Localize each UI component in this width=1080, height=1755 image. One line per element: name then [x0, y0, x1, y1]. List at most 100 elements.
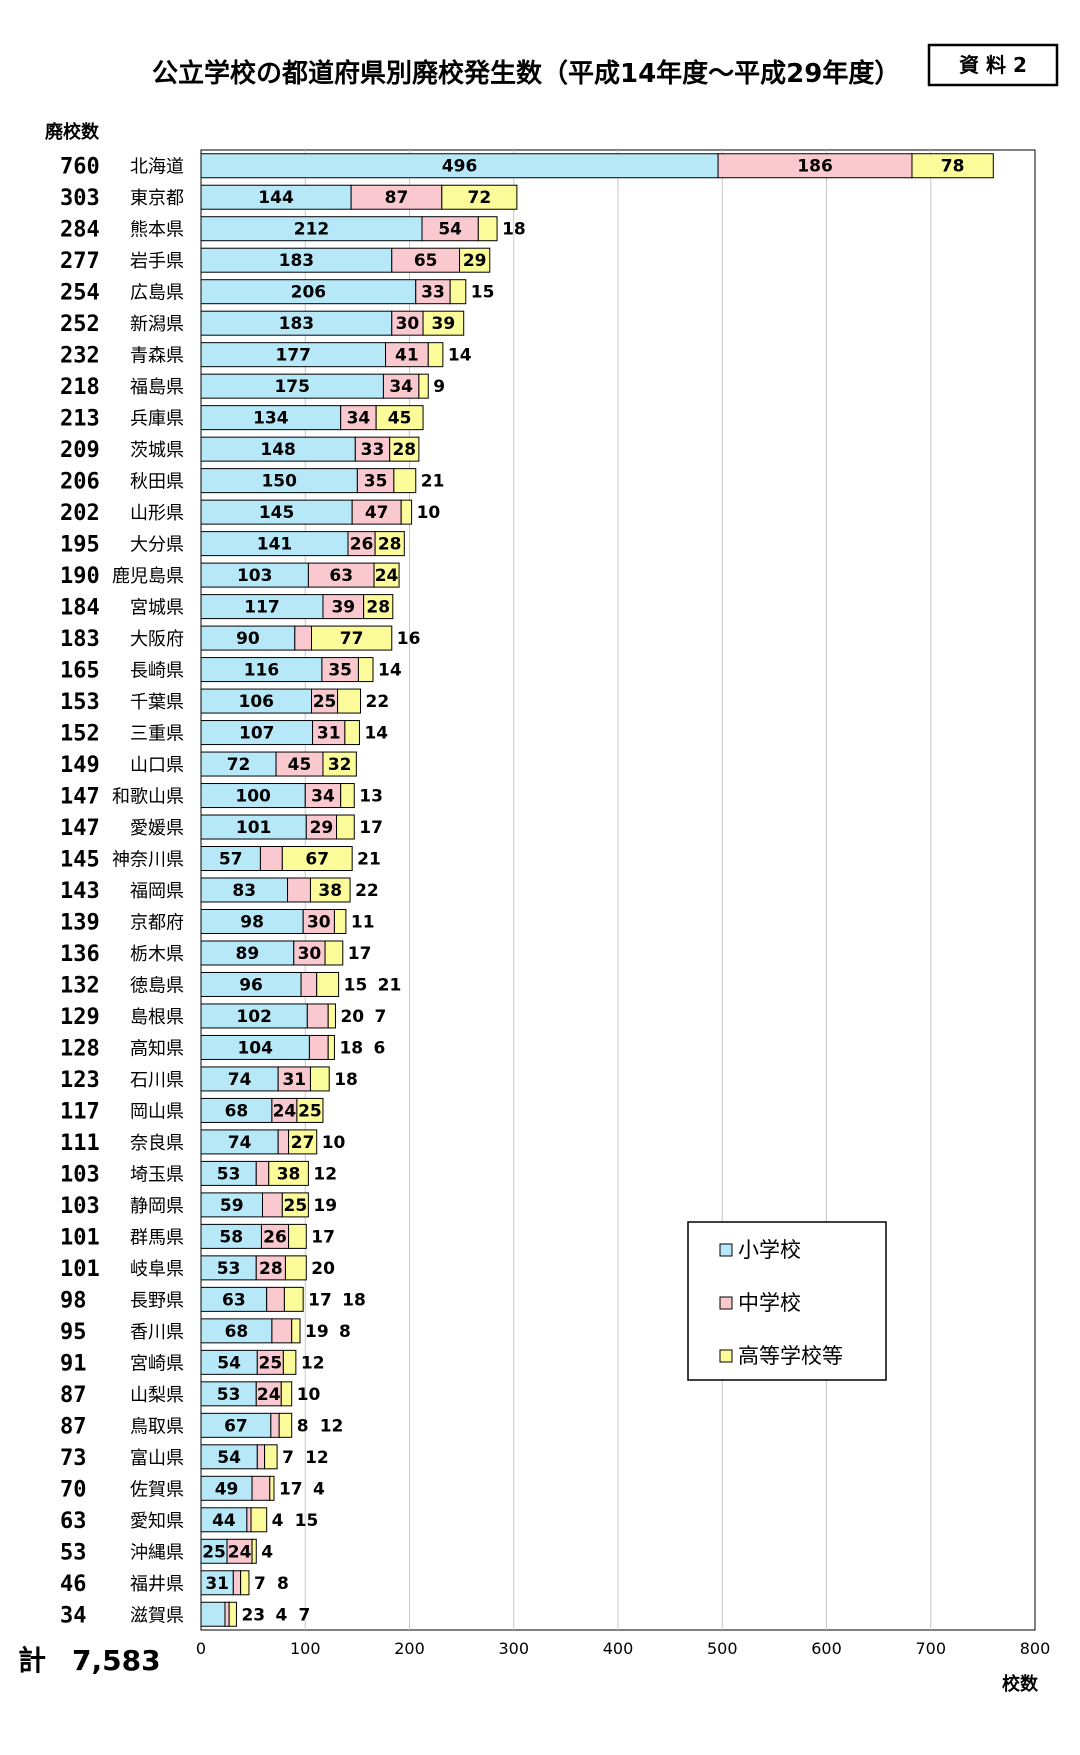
bar-segment — [375, 405, 424, 431]
category-label: 徳島県 — [130, 975, 184, 996]
data-label: 54 — [217, 1448, 241, 1468]
bar-segment — [277, 1129, 290, 1155]
data-label: 68 — [225, 1101, 249, 1121]
data-label: 67 — [305, 850, 329, 870]
category-label: 山口県 — [130, 755, 184, 776]
data-label: 53 — [217, 1259, 241, 1279]
category-label: 埼玉県 — [130, 1164, 184, 1185]
row-total: 95 — [60, 1320, 87, 1345]
category-label: 青森県 — [130, 346, 184, 367]
row-total: 284 — [60, 218, 100, 243]
bar-segment — [200, 908, 304, 934]
category-label: 長野県 — [130, 1290, 184, 1311]
data-label: 98 — [240, 912, 264, 932]
bar-segment — [200, 1381, 257, 1407]
x-axis-heading: 校数 — [1002, 1673, 1039, 1695]
bar-segment — [283, 1286, 304, 1312]
row-total: 184 — [60, 596, 100, 621]
bar-segment — [312, 720, 346, 746]
data-label: 496 — [442, 157, 478, 177]
bar-segment — [340, 783, 355, 809]
bar-segment — [281, 1192, 309, 1218]
bar-segment — [327, 1003, 336, 1029]
bar-segment — [391, 310, 424, 336]
bar-segment — [306, 1003, 329, 1029]
row-total: 117 — [60, 1099, 100, 1124]
bar-segment — [232, 1570, 242, 1596]
bar-segment — [250, 1507, 268, 1533]
bar-segment — [262, 1192, 283, 1218]
data-label: 26 — [350, 535, 374, 555]
data-label: 12 — [320, 1416, 344, 1436]
row-total: 152 — [60, 722, 100, 747]
data-label: 107 — [239, 724, 275, 744]
data-label: 58 — [219, 1227, 243, 1247]
data-label: 102 — [236, 1007, 272, 1027]
data-label: 20 — [311, 1259, 335, 1279]
bar-segment — [200, 562, 309, 588]
category-label: 山形県 — [130, 503, 184, 524]
bar-segment — [294, 625, 313, 651]
bar-segment — [302, 908, 335, 934]
data-label: 59 — [220, 1196, 244, 1216]
row-total: 128 — [60, 1036, 100, 1061]
category-label: 和歌山県 — [112, 787, 184, 808]
bar-segment — [374, 531, 405, 557]
category-label: 奈良県 — [130, 1133, 184, 1154]
data-label: 25 — [284, 1196, 308, 1216]
legend-swatch — [719, 1349, 733, 1363]
data-label: 16 — [397, 629, 421, 649]
data-label: 19 — [305, 1322, 329, 1342]
data-label: 4 — [261, 1542, 273, 1562]
bar-segment — [427, 342, 444, 368]
bar-segment — [418, 373, 429, 399]
data-label: 47 — [365, 503, 389, 523]
bar-segment — [316, 971, 340, 997]
bar-segment — [255, 1255, 286, 1281]
data-label: 45 — [388, 409, 412, 429]
data-label: 35 — [364, 472, 388, 492]
bar-segment — [200, 1160, 257, 1186]
data-label: 24 — [375, 566, 399, 586]
data-label: 39 — [432, 314, 456, 334]
category-label: 長崎県 — [130, 661, 184, 682]
row-total: 195 — [60, 533, 100, 558]
bar-segment — [200, 971, 302, 997]
data-label: 90 — [236, 629, 260, 649]
category-label: 鳥取県 — [130, 1416, 184, 1437]
row-total: 136 — [60, 942, 100, 967]
bar-segment — [200, 783, 306, 809]
data-label: 38 — [277, 1164, 301, 1184]
row-total: 213 — [60, 407, 100, 432]
data-label: 4 — [275, 1605, 287, 1625]
bar-segment — [288, 1223, 307, 1249]
bar-segment — [200, 279, 417, 305]
bar-segment — [200, 184, 352, 210]
bar-segment — [278, 1412, 293, 1438]
data-label: 116 — [244, 661, 280, 681]
data-label: 183 — [279, 314, 315, 334]
bar-segment — [280, 1381, 293, 1407]
category-label: 東京都 — [130, 188, 184, 209]
bar-segment — [393, 468, 417, 494]
data-label: 35 — [328, 661, 352, 681]
category-label: 岡山県 — [130, 1101, 184, 1122]
bar-segment — [268, 1160, 309, 1186]
data-label: 24 — [257, 1385, 281, 1405]
row-total: 149 — [60, 753, 100, 778]
row-total: 98 — [60, 1288, 87, 1313]
bar-segment — [304, 783, 342, 809]
row-total: 147 — [60, 785, 100, 810]
bar-segment — [357, 657, 374, 683]
bar-segment — [449, 279, 467, 305]
category-label: 三重県 — [130, 724, 184, 745]
data-label: 15 — [344, 975, 368, 995]
bar-segment — [200, 1538, 228, 1564]
data-label: 103 — [237, 566, 273, 586]
data-label: 34 — [311, 787, 335, 807]
data-label: 18 — [334, 1070, 358, 1090]
category-label: 岐阜県 — [130, 1259, 184, 1280]
row-total: 63 — [60, 1509, 87, 1534]
x-tick-label: 300 — [498, 1639, 529, 1658]
bar-segment — [200, 436, 356, 462]
